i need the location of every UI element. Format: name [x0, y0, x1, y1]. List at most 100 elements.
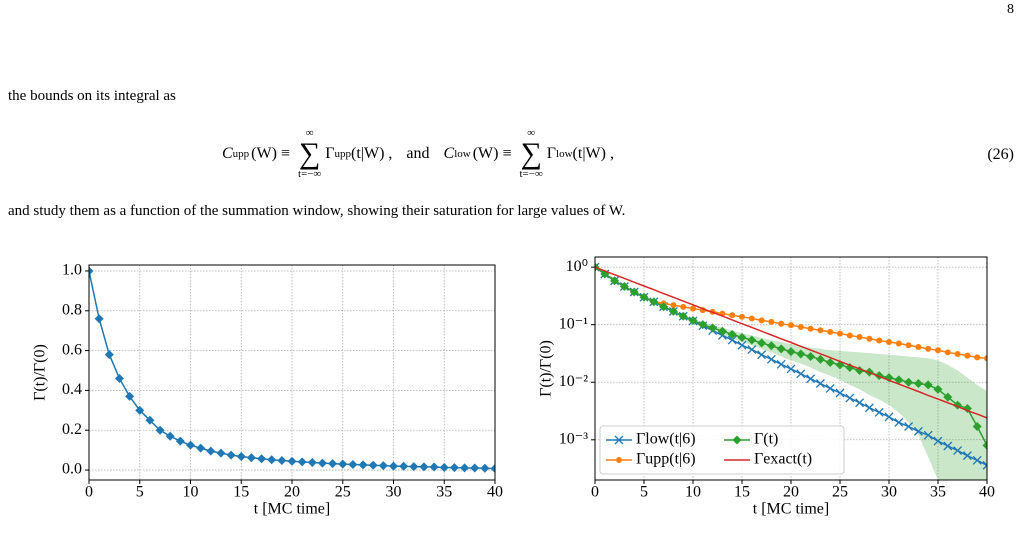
marker — [257, 454, 267, 464]
marker — [246, 453, 256, 463]
marker — [490, 463, 495, 473]
marker — [904, 422, 914, 431]
sum-bottom: t=−∞ — [297, 168, 322, 180]
marker — [806, 374, 816, 384]
marker — [328, 459, 338, 469]
marker — [845, 393, 855, 403]
x-tick-label: 0 — [85, 484, 93, 501]
marker — [982, 440, 987, 450]
marker — [389, 461, 398, 471]
axes-frame — [88, 264, 496, 481]
marker — [915, 343, 922, 350]
marker — [480, 463, 490, 473]
symbol: (t|W) , — [351, 145, 393, 162]
marker — [297, 457, 307, 467]
marker — [307, 457, 317, 467]
x-tick-label: 30 — [386, 484, 402, 501]
series-line — [89, 270, 495, 470]
subscript: low — [454, 148, 471, 160]
marker — [670, 302, 677, 309]
marker — [732, 435, 742, 445]
marker — [768, 318, 775, 325]
marker — [923, 380, 933, 390]
marker — [639, 292, 649, 302]
marker — [155, 425, 165, 435]
marker — [317, 458, 327, 468]
x-tick-label: 0 — [591, 484, 599, 501]
legend-label: Γ(t) — [754, 431, 778, 448]
x-tick-label: 40 — [487, 484, 503, 501]
marker — [806, 351, 816, 361]
marker — [876, 337, 883, 344]
symbol: (W) ≡ — [472, 145, 512, 162]
equation-number: (26) — [987, 146, 1014, 163]
marker — [717, 326, 727, 336]
marker — [186, 440, 195, 450]
conjunction: and — [406, 145, 430, 162]
marker — [688, 316, 698, 326]
legend-label: Γlow(t|6) — [636, 431, 696, 448]
plot-area — [595, 262, 987, 480]
x-tick-label: 35 — [436, 484, 452, 501]
marker — [825, 383, 835, 393]
marker — [614, 435, 624, 445]
marker — [287, 456, 297, 466]
marker — [619, 282, 629, 292]
marker — [758, 317, 765, 324]
marker — [748, 315, 755, 322]
marker — [972, 422, 982, 432]
marker — [348, 459, 358, 469]
subscript: upp — [232, 148, 250, 160]
marker — [856, 334, 863, 341]
marker — [135, 405, 145, 415]
marker — [399, 461, 409, 471]
marker — [778, 320, 785, 327]
x-tick-label: 5 — [136, 484, 144, 501]
page-number: 8 — [1007, 2, 1014, 17]
marker — [729, 312, 736, 319]
symbol: (t|W) , — [572, 145, 614, 162]
x-tick-label: 25 — [335, 484, 351, 501]
subscript: upp — [334, 148, 352, 160]
marker — [815, 354, 825, 364]
x-tick-label: 10 — [183, 484, 199, 501]
marker — [114, 373, 124, 383]
marker — [610, 276, 620, 286]
y-tick-label: 10⁻³ — [559, 430, 588, 447]
marker — [449, 463, 459, 473]
sum-sign: ∑ — [520, 137, 542, 170]
sum-sign: ∑ — [298, 137, 321, 170]
series-line — [595, 266, 987, 419]
marker — [962, 451, 972, 461]
marker — [954, 350, 961, 357]
marker — [886, 339, 892, 346]
marker — [913, 426, 923, 436]
marker — [972, 455, 982, 465]
marker — [145, 415, 155, 425]
marker — [825, 358, 835, 368]
marker — [708, 323, 718, 333]
x-axis-label: t [MC time] — [753, 501, 829, 518]
marker — [933, 436, 943, 446]
x-tick-label: 40 — [979, 484, 995, 501]
marker — [894, 375, 904, 385]
marker — [678, 311, 688, 321]
marker — [895, 340, 902, 347]
x-tick-label: 10 — [685, 484, 701, 501]
marker — [846, 332, 853, 339]
marker — [629, 287, 639, 297]
subscript: low — [556, 148, 573, 160]
marker — [747, 335, 757, 345]
marker — [905, 342, 912, 349]
marker — [788, 322, 794, 329]
legend-box — [599, 425, 845, 475]
marker — [974, 354, 981, 361]
marker — [964, 352, 971, 359]
y-tick-label: 10⁰ — [566, 258, 588, 275]
symbol: Γ — [546, 145, 557, 162]
marker — [982, 460, 987, 470]
marker — [923, 430, 933, 440]
y-axis-label: Γ(t)/Γ(0) — [32, 344, 49, 401]
marker — [866, 335, 873, 342]
